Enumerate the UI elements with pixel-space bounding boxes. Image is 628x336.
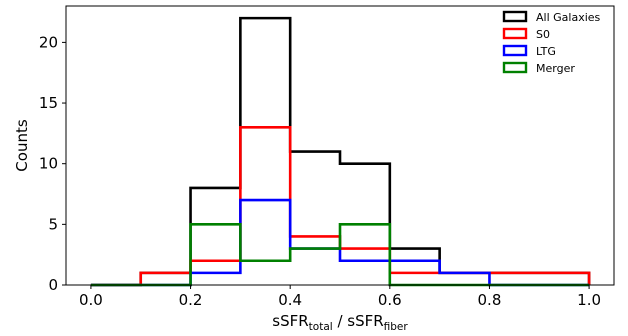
legend-label: Merger — [536, 62, 575, 75]
x-tick-label: 1.0 — [577, 291, 601, 309]
legend-swatch — [502, 10, 528, 23]
histogram-steps — [90, 16, 591, 287]
y-axis-label: Counts — [13, 119, 31, 172]
x-axis-label: sSFRtotal / sSFRfiber — [272, 312, 408, 333]
y-tick-label: 20 — [39, 33, 58, 51]
y-tick-label: 0 — [48, 276, 58, 294]
legend-swatch — [502, 61, 528, 74]
x-tick-label: 0.6 — [378, 291, 402, 309]
legend-label: LTG — [536, 45, 556, 58]
x-axis-label-subscript-total: total — [309, 321, 333, 333]
y-tick-label: 5 — [48, 215, 58, 233]
legend-label: All Galaxies — [536, 11, 601, 24]
y-tick-label: 10 — [39, 155, 58, 173]
y-axis-ticks: 0 5 10 15 20 — [39, 33, 66, 294]
x-tick-label: 0.2 — [179, 291, 203, 309]
plot-frame — [65, 5, 615, 286]
x-tick-label: 0.4 — [278, 291, 302, 309]
x-axis-label-main: sSFR — [272, 312, 308, 330]
y-tick-label: 15 — [39, 94, 58, 112]
x-tick-label: 0.0 — [79, 291, 103, 309]
legend-label: S0 — [536, 28, 550, 41]
x-axis-label-subscript-fiber: fiber — [384, 321, 409, 333]
legend: All Galaxies S0 LTG Merger — [502, 10, 601, 75]
histogram-series-s0 — [90, 126, 591, 287]
x-tick-label: 0.8 — [478, 291, 502, 309]
x-axis-label-separator: / sSFR — [333, 312, 384, 330]
legend-swatch — [502, 44, 528, 57]
legend-swatch — [502, 27, 528, 40]
x-axis-ticks: 0.0 0.2 0.4 0.6 0.8 1.0 — [79, 285, 601, 309]
